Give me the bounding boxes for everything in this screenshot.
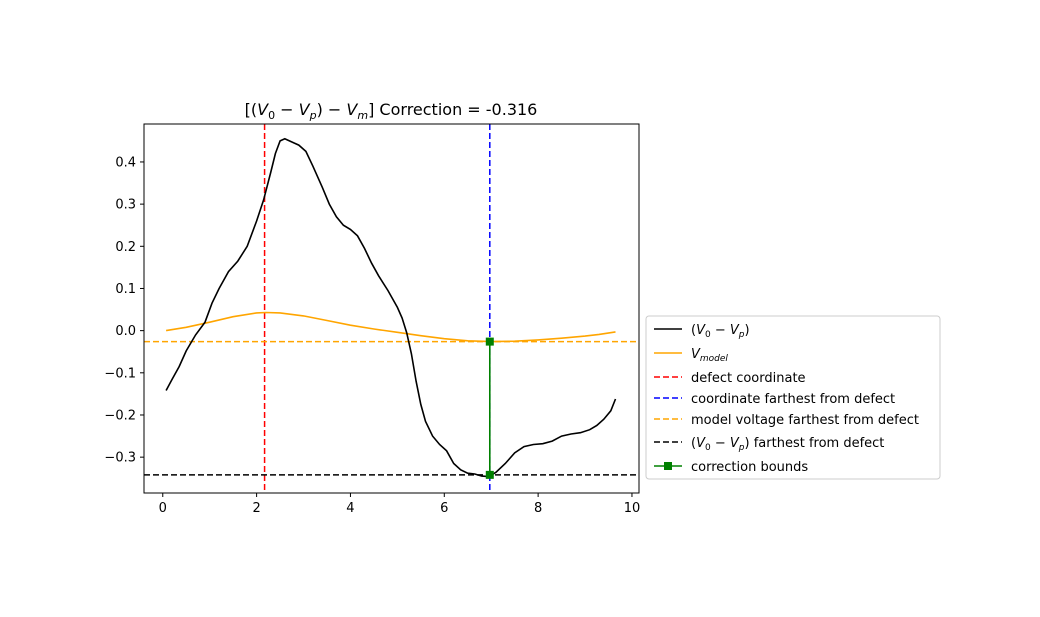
y-tick-label: 0.2 [115,240,136,255]
x-tick-label: 10 [624,501,641,516]
plot-area [144,124,639,493]
y-tick-label: 0.4 [115,155,136,170]
v-model-series-line [165,311,616,343]
chart-title: [(V0 − Vp) − Vm] Correction = -0.316 [245,100,538,122]
legend-label-defect-coordinate: defect coordinate [691,371,806,386]
legend-label-correction-bounds: correction bounds [691,460,808,475]
legend-box [645,315,941,480]
y-tick-label: 0.0 [115,324,136,339]
y-tick-label: −0.2 [104,408,136,423]
y-tick-label: 0.3 [115,198,136,213]
legend-label-v0-vp-farthest: (V0 − Vp) farthest from defect [691,436,884,453]
legend: (V0 − Vp) Vmodel defect coordinate coord… [645,315,941,480]
legend-label-v-model: Vmodel [691,347,728,364]
legend-marker-correction-bounds [664,462,672,470]
x-tick-label: 0 [159,501,167,516]
v0-vp-series-line [165,137,617,478]
x-tick-label: 2 [252,501,260,516]
axes-frame [143,123,640,494]
x-tick-label: 6 [440,501,448,516]
y-axis-ticks: −0.3 −0.2 −0.1 0.0 0.1 0.2 0.3 0.4 [104,155,144,466]
legend-label-v0-vp: (V0 − Vp) [691,323,750,340]
correction-bound-top-marker [485,337,494,346]
y-tick-label: −0.1 [104,366,136,381]
legend-label-model-voltage-farthest: model voltage farthest from defect [691,413,919,428]
x-tick-label: 4 [346,501,354,516]
x-tick-label: 8 [534,501,542,516]
legend-label-farthest-coordinate: coordinate farthest from defect [691,392,895,407]
x-axis-ticks: 0 2 4 6 8 10 [159,493,641,516]
y-tick-label: 0.1 [115,282,136,297]
y-tick-label: −0.3 [104,451,136,466]
correction-bound-bottom-marker [485,470,494,479]
